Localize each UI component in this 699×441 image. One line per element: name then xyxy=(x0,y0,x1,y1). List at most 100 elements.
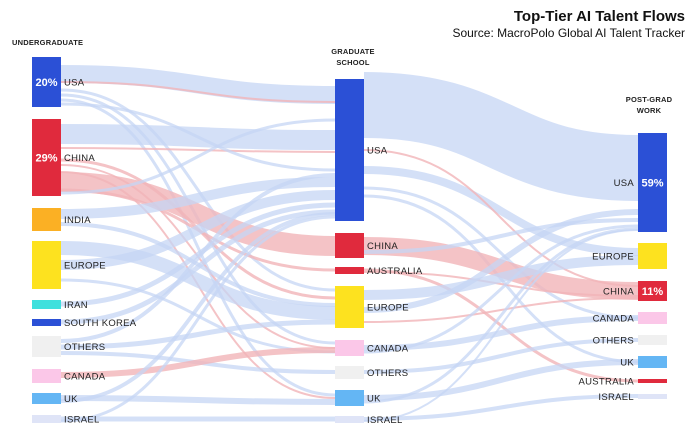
flow-gs-israel-to-pg-israel-46 xyxy=(363,394,639,421)
ug-label-canada: CANADA xyxy=(64,372,106,383)
ug-pct-label-usa: 20% xyxy=(35,77,57,89)
chart-title: Top-Tier AI Talent Flows xyxy=(513,8,685,25)
flow-ug-usa-to-gs-uk-4 xyxy=(60,98,336,397)
ug-node-usa xyxy=(32,57,61,107)
pg-label-australia: AUSTRALIA xyxy=(579,377,635,388)
flow-ug-usa-to-gs-usa-25 xyxy=(60,102,336,172)
flow-ug-israel-to-gs-usa-27 xyxy=(60,215,336,423)
gs-label-others: OTHERS xyxy=(367,368,408,379)
flow-ug-iran-to-gs-usa-17 xyxy=(60,202,336,307)
flow-ug-usa-to-gs-europe-2 xyxy=(60,88,336,292)
flow-ug-usa-to-gs-usa-1 xyxy=(60,81,336,103)
pg-node-usa xyxy=(638,133,667,232)
pg-label-others: OTHERS xyxy=(593,336,634,347)
flow-gs-canada-to-pg-usa-42 xyxy=(363,224,639,354)
ug-node-china xyxy=(32,119,61,196)
flow-ug-china-to-gs-usa-26 xyxy=(60,118,336,195)
flow-gs-china-to-pg-usa-35 xyxy=(363,218,639,254)
gs-label-australia: AUSTRALIA xyxy=(367,266,423,277)
ug-node-south-korea xyxy=(32,319,61,326)
ug-node-iran xyxy=(32,300,61,309)
gs-node-uk xyxy=(335,390,364,406)
pg-node-china xyxy=(638,281,667,301)
chart-subtitle: Source: MacroPolo Global AI Talent Track… xyxy=(452,26,685,40)
pg-pct-label-usa: 59% xyxy=(641,178,663,190)
ug-node-uk xyxy=(32,393,61,404)
flow-ug-canada-to-gs-canada-22 xyxy=(60,347,336,378)
ug-node-israel xyxy=(32,415,61,423)
flow-gs-usa-to-pg-canada-31 xyxy=(363,186,639,320)
gs-node-australia xyxy=(335,267,364,274)
ug-node-europe xyxy=(32,241,61,289)
flow-gs-china-to-pg-china-34 xyxy=(363,237,639,300)
flow-ug-uk-to-gs-usa-28 xyxy=(60,212,336,403)
gs-label-china: CHINA xyxy=(367,241,398,252)
gs-node-israel xyxy=(335,416,364,423)
column-header-postgrad-line2: WORK xyxy=(636,106,662,115)
pg-label-canada: CANADA xyxy=(593,314,635,325)
pg-node-israel xyxy=(638,394,667,399)
flow-gs-uk-to-pg-usa-45 xyxy=(363,227,639,404)
flow-gs-usa-to-pg-china-33 xyxy=(363,149,639,287)
gs-node-canada xyxy=(335,340,364,356)
flow-gs-europe-to-pg-europe-38 xyxy=(363,255,639,300)
pg-label-uk: UK xyxy=(620,358,634,369)
gs-label-israel: ISRAEL xyxy=(367,415,403,426)
ug-node-india xyxy=(32,208,61,231)
flow-ug-others-to-gs-europe-20 xyxy=(60,319,336,350)
pg-node-canada xyxy=(638,312,667,324)
node-layer: 20% USA 29% CHINA INDIA EUROPE IRAN SOUTH KOREA… xyxy=(32,57,667,426)
ug-label-israel: ISRAEL xyxy=(64,415,100,426)
gs-node-china xyxy=(335,233,364,258)
flow-ug-usa-to-gs-usa-0 xyxy=(60,65,336,104)
gs-node-usa xyxy=(335,79,364,221)
flow-ug-europe-to-gs-europe-14 xyxy=(60,241,336,320)
pg-node-uk xyxy=(638,356,667,368)
flow-ug-others-to-gs-usa-19 xyxy=(60,173,336,343)
gs-node-others xyxy=(335,366,364,379)
flow-ug-china-to-gs-china-7 xyxy=(60,172,336,256)
ug-label-china: CHINA xyxy=(64,153,95,164)
flow-gs-israel-to-pg-usa-47 xyxy=(363,229,639,422)
flow-gs-europe-to-pg-china-40 xyxy=(363,297,639,323)
column-header-postgrad-line1: POST-GRAD xyxy=(625,95,673,104)
flow-ug-china-to-gs-usa-6 xyxy=(60,147,336,153)
pg-node-others xyxy=(638,335,667,345)
ug-label-usa: USA xyxy=(64,78,85,89)
column-header-post-grad-work: POST-GRAD WORK xyxy=(616,94,682,116)
ug-label-south-korea: SOUTH KOREA xyxy=(64,318,137,329)
gs-label-usa: USA xyxy=(367,146,388,157)
pg-label-china: CHINA xyxy=(603,287,634,298)
flow-ug-south-korea-to-gs-usa-18 xyxy=(60,209,336,325)
flow-gs-others-to-pg-others-43 xyxy=(363,338,639,374)
flow-gs-australia-to-pg-china-37 xyxy=(363,271,639,297)
column-header-undergraduate: UNDERGRADUATE xyxy=(12,38,84,47)
gs-label-europe: EUROPE xyxy=(367,303,409,314)
pg-label-usa: USA xyxy=(614,178,635,189)
gs-label-canada: CANADA xyxy=(367,344,409,355)
flow-layer xyxy=(60,65,639,423)
flow-ug-europe-to-gs-usa-15 xyxy=(60,190,336,270)
flow-gs-uk-to-pg-uk-44 xyxy=(363,359,639,401)
column-header-graduate-line1: GRADUATE xyxy=(331,47,375,56)
ug-label-iran: IRAN xyxy=(64,300,88,311)
pg-node-australia xyxy=(638,379,667,383)
pg-node-europe xyxy=(638,243,667,269)
ug-label-uk: UK xyxy=(64,394,78,405)
flow-gs-usa-to-pg-europe-30 xyxy=(363,166,639,256)
ug-label-europe: EUROPE xyxy=(64,261,106,272)
ug-node-canada xyxy=(32,369,61,383)
ug-pct-label-china: 29% xyxy=(35,153,57,165)
gs-node-europe xyxy=(335,286,364,328)
ug-label-india: INDIA xyxy=(64,215,91,226)
column-header-graduate-line2: SCHOOL xyxy=(336,58,370,67)
flow-ug-uk-to-gs-uk-23 xyxy=(60,395,336,405)
ug-node-others xyxy=(32,336,61,357)
pg-label-europe: EUROPE xyxy=(592,252,634,263)
gs-label-uk: UK xyxy=(367,394,381,405)
pg-label-israel: ISRAEL xyxy=(598,392,634,403)
column-header-graduate-school: GRADUATE SCHOOL xyxy=(322,46,384,68)
flow-gs-europe-to-pg-usa-39 xyxy=(363,209,639,313)
ug-label-others: OTHERS xyxy=(64,342,105,353)
